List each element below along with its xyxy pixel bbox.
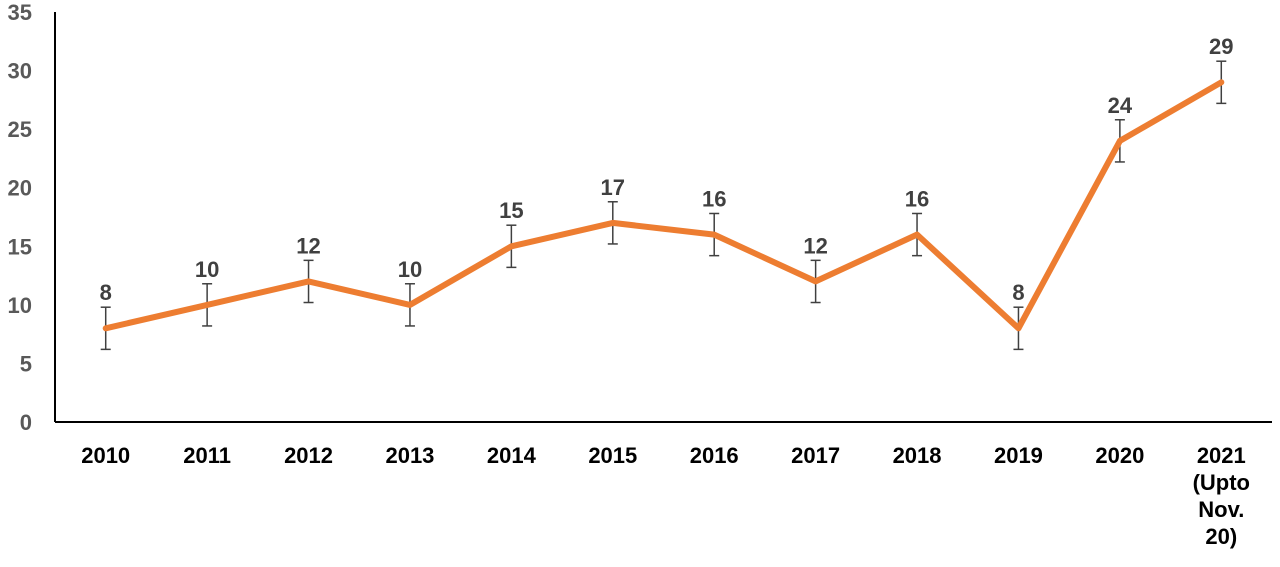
y-tick-label: 0 [20, 410, 32, 435]
x-category-label: 2012 [284, 443, 333, 468]
y-tick-label: 25 [8, 117, 32, 142]
error-bars [100, 60, 1227, 351]
x-category-label-line: 2020 [1095, 443, 1144, 468]
data-label: 29 [1209, 34, 1233, 59]
data-label: 10 [195, 257, 219, 282]
data-label: 16 [905, 186, 929, 211]
x-category-label-line: 2012 [284, 443, 333, 468]
x-category-label: 2020 [1095, 443, 1144, 468]
series-line [102, 79, 1225, 332]
x-category-label-line: 20) [1205, 524, 1237, 549]
x-category-label-line: 2017 [791, 443, 840, 468]
x-category-label: 2019 [994, 443, 1043, 468]
y-tick-label: 30 [8, 59, 32, 84]
x-category-label-line: Nov. [1198, 497, 1244, 522]
x-category-label-line: 2015 [588, 443, 637, 468]
data-label: 24 [1108, 93, 1133, 118]
data-label: 15 [499, 198, 523, 223]
x-category-label: 2015 [588, 443, 637, 468]
x-category-label: 2013 [385, 443, 434, 468]
x-category-label-line: 2019 [994, 443, 1043, 468]
data-label: 8 [100, 280, 112, 305]
x-category-label: 2011 [183, 443, 231, 468]
data-label: 16 [702, 186, 726, 211]
y-tick-label: 20 [8, 176, 32, 201]
x-category-label: 2010 [81, 443, 130, 468]
x-category-label-line: 2011 [183, 443, 231, 468]
x-category-label-line: 2014 [487, 443, 537, 468]
x-category-label-line: 2013 [385, 443, 434, 468]
x-category-label: 2017 [791, 443, 840, 468]
y-tick-label: 35 [8, 0, 32, 25]
data-label: 12 [296, 233, 320, 258]
y-tick-label: 5 [20, 351, 32, 376]
x-category-label-line: 2018 [893, 443, 942, 468]
x-category-label-line: (Upto [1193, 470, 1250, 495]
x-category-label: 2016 [690, 443, 739, 468]
data-label: 10 [398, 257, 422, 282]
x-category-label-line: 2021 [1197, 443, 1246, 468]
y-tick-label: 15 [8, 234, 32, 259]
x-category-label: 2018 [893, 443, 942, 468]
data-label: 12 [803, 233, 827, 258]
data-labels: 8 10 12 10 15 17 16 12 16 8 24 29 [100, 34, 1234, 305]
x-category-label-line: 2016 [690, 443, 739, 468]
data-label: 17 [601, 175, 625, 200]
data-label: 8 [1012, 280, 1024, 305]
x-category-label: 2021 (Upto Nov. 20) [1193, 443, 1250, 549]
y-tick-label: 10 [8, 293, 32, 318]
y-axis-labels: 0 5 10 15 20 25 30 35 [8, 0, 32, 435]
x-axis-labels: 2010 2011 2012 2013 2014 2015 2016 2017 2018 2019… [81, 443, 1250, 549]
x-category-label-line: 2010 [81, 443, 130, 468]
x-category-label: 2014 [487, 443, 537, 468]
